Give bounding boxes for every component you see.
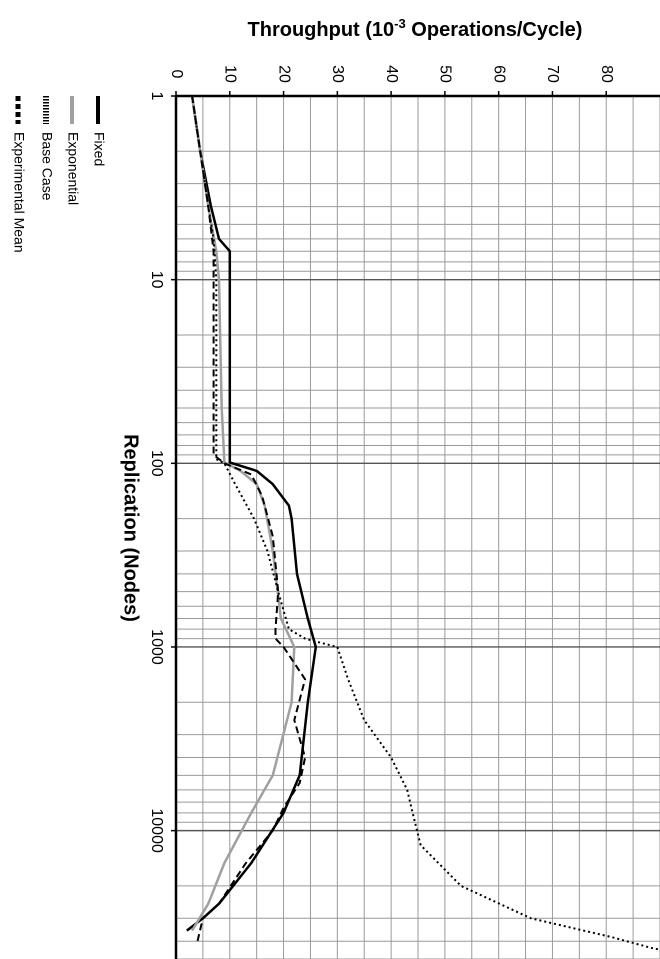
y-tick-label: 80: [598, 65, 615, 83]
y-tick-label: 40: [383, 65, 400, 83]
grid: [176, 95, 660, 959]
legend-label-experimental-mean: Experimental Mean: [11, 132, 27, 253]
axes: [171, 91, 660, 959]
y-tick-label: 70: [544, 65, 561, 83]
chart-title-superscript: -3: [394, 16, 406, 31]
series-lines: [186, 95, 660, 951]
chart-title: Throughput (10-3 Operations/Cycle): [248, 16, 583, 41]
legend: Fixed Exponential Base Case Experimental Me…: [11, 96, 107, 253]
legend-label-exponential: Exponential: [65, 132, 81, 205]
x-tick-label: 1000: [148, 629, 165, 665]
x-tick-label: 10: [148, 271, 165, 289]
x-tick-label: 10000: [148, 808, 165, 853]
tick-labels: 0 10 20 30 40 50 60 70 80 1 10 100 1000 10000: [148, 65, 615, 853]
x-axis-label-group: Replication (Nodes): [120, 434, 142, 622]
y-tick-label: 60: [490, 65, 507, 83]
x-axis-label: Replication (Nodes): [120, 434, 142, 622]
x-tick-label: 100: [148, 450, 165, 477]
chart-title-prefix: Throughput (10: [248, 19, 395, 41]
y-tick-label: 0: [168, 70, 185, 79]
y-tick-label: 10: [222, 65, 239, 83]
y-tick-label: 30: [329, 65, 346, 83]
chart-title-suffix: Operations/Cycle): [406, 19, 583, 41]
series-line-exponential: [190, 95, 296, 932]
x-tick-label: 1: [148, 92, 165, 101]
series-line-base-case: [191, 95, 660, 951]
series-line-experimental-mean: [191, 95, 307, 942]
legend-label-fixed: Fixed: [91, 132, 107, 166]
y-tick-label: 50: [437, 65, 454, 83]
legend-label-base-case: Base Case: [39, 132, 55, 201]
y-tick-label: 20: [275, 65, 292, 83]
